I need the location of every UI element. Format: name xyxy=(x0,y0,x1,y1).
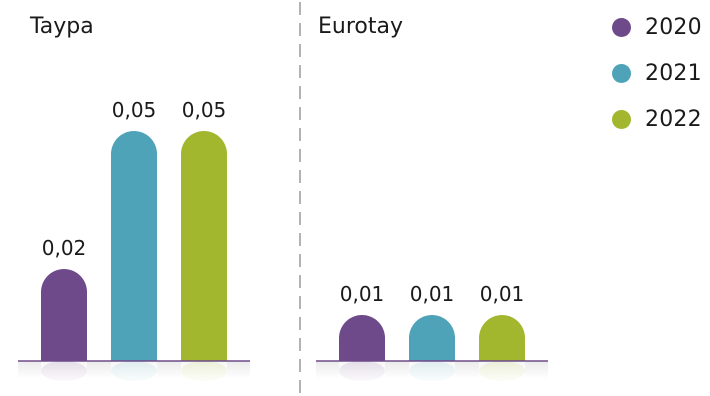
legend: 2020 2021 2022 xyxy=(612,4,702,142)
data-label: 0,01 xyxy=(340,282,385,306)
legend-item-2022: 2022 xyxy=(612,96,702,142)
panel-eurotay: Eurotay 0,01 0,01 0,01 xyxy=(316,14,548,381)
legend-swatch-2021 xyxy=(612,63,631,83)
data-label: 0,01 xyxy=(480,282,525,306)
legend-label-2022: 2022 xyxy=(645,106,702,132)
data-label: 0,05 xyxy=(112,98,157,122)
data-label: 0,01 xyxy=(410,282,455,306)
bar-reflection-fade xyxy=(41,361,87,381)
bar-taypa-2021 xyxy=(111,131,157,361)
bar-eurotay-2020 xyxy=(339,315,385,361)
bar-reflection-fade xyxy=(409,361,455,381)
legend-label-2021: 2021 xyxy=(645,60,702,86)
legend-item-2021: 2021 xyxy=(612,50,702,96)
legend-swatch-2022 xyxy=(612,109,631,129)
panel-title: Eurotay xyxy=(318,14,403,39)
panel-title: Taypa xyxy=(29,14,94,39)
bar-reflection-fade xyxy=(479,361,525,381)
bar-taypa-2022 xyxy=(181,131,227,361)
bar-reflection-fade xyxy=(339,361,385,381)
bar-eurotay-2022 xyxy=(479,315,525,361)
data-label: 0,05 xyxy=(182,98,227,122)
legend-item-2020: 2020 xyxy=(612,4,702,50)
bar-taypa-2020 xyxy=(41,269,87,361)
legend-label-2020: 2020 xyxy=(645,14,702,40)
bar-reflection-fade xyxy=(181,361,227,381)
data-label: 0,02 xyxy=(42,236,87,260)
legend-swatch-2020 xyxy=(612,17,631,37)
bar-reflection-fade xyxy=(111,361,157,381)
bar-eurotay-2021 xyxy=(409,315,455,361)
panel-taypa: Taypa 0,02 0,05 0,05 xyxy=(18,14,250,381)
